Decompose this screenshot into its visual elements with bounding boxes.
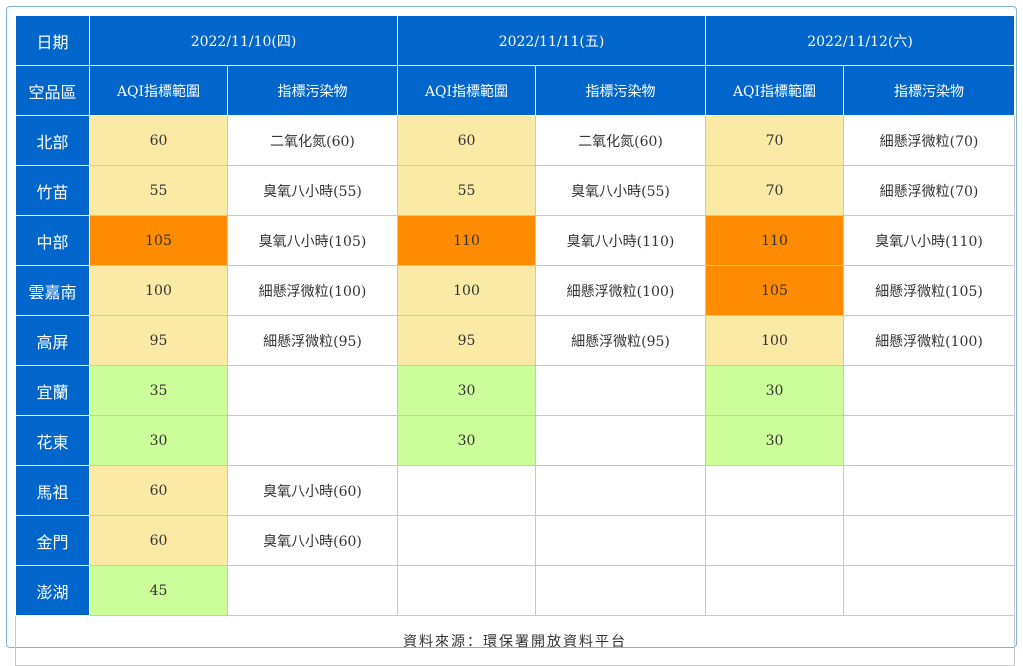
table-row: 竹苗 55 臭氧八小時(55) 55 臭氧八小時(55) 70 細懸浮微粒(70) (15, 165, 1015, 216)
aqi-value-cell: 30 (89, 415, 228, 466)
region-cell[interactable]: 花東 (15, 415, 90, 466)
pollutant-cell (535, 365, 706, 416)
table-row: 中部 105 臭氧八小時(105) 110 臭氧八小時(110) 110 臭氧八小時(110… (15, 215, 1015, 266)
aqi-value-cell: 95 (397, 315, 536, 366)
aqi-value-cell: 70 (705, 165, 844, 216)
pollutant-header: 指標污染物 (843, 65, 1015, 116)
pollutant-cell: 臭氧八小時(55) (227, 165, 398, 216)
pollutant-cell (843, 365, 1015, 416)
aqi-value-cell (397, 465, 536, 516)
data-source-note: 資料來源：環保署開放資料平台 (15, 615, 1015, 666)
aqi-value-cell: 30 (397, 365, 536, 416)
pollutant-cell: 細懸浮微粒(70) (843, 165, 1015, 216)
pollutant-cell: 細懸浮微粒(95) (535, 315, 706, 366)
pollutant-cell: 細懸浮微粒(100) (535, 265, 706, 316)
region-cell[interactable]: 宜蘭 (15, 365, 90, 416)
pollutant-header: 指標污染物 (535, 65, 706, 116)
region-cell[interactable]: 竹苗 (15, 165, 90, 216)
table-row: 花東 30 30 30 (15, 415, 1015, 466)
aqi-value-cell: 30 (397, 415, 536, 466)
date-header-row: 日期 2022/11/10(四) 2022/11/11(五) 2022/11/1… (15, 15, 1015, 66)
aqi-value-cell: 55 (89, 165, 228, 216)
aqi-value-cell: 60 (89, 115, 228, 166)
footer-row: 資料來源：環保署開放資料平台 (15, 615, 1015, 666)
region-cell[interactable]: 澎湖 (15, 565, 90, 616)
region-cell[interactable]: 雲嘉南 (15, 265, 90, 316)
pollutant-cell: 臭氧八小時(110) (843, 215, 1015, 266)
pollutant-cell: 臭氧八小時(60) (227, 515, 398, 566)
pollutant-cell (843, 515, 1015, 566)
pollutant-cell: 臭氧八小時(105) (227, 215, 398, 266)
region-cell[interactable]: 馬祖 (15, 465, 90, 516)
aqi-value-cell (397, 515, 536, 566)
date-header-day2: 2022/11/11(五) (397, 15, 706, 66)
aqi-value-cell: 105 (89, 215, 228, 266)
pollutant-cell (227, 415, 398, 466)
table-row: 金門 60 臭氧八小時(60) (15, 515, 1015, 566)
pollutant-cell (535, 565, 706, 616)
aqi-value-cell: 100 (89, 265, 228, 316)
aqi-value-cell: 70 (705, 115, 844, 166)
pollutant-cell: 臭氧八小時(55) (535, 165, 706, 216)
pollutant-cell (843, 465, 1015, 516)
date-header-day3: 2022/11/12(六) (705, 15, 1015, 66)
pollutant-cell: 臭氧八小時(60) (227, 465, 398, 516)
aqi-value-cell (397, 565, 536, 616)
pollutant-cell: 細懸浮微粒(70) (843, 115, 1015, 166)
aqi-value-cell: 35 (89, 365, 228, 416)
aqi-value-cell: 105 (705, 265, 844, 316)
pollutant-cell: 二氧化氮(60) (227, 115, 398, 166)
date-label: 日期 (15, 15, 90, 66)
pollutant-cell (535, 515, 706, 566)
pollutant-cell: 二氧化氮(60) (535, 115, 706, 166)
pollutant-cell: 臭氧八小時(110) (535, 215, 706, 266)
aqi-value-cell: 55 (397, 165, 536, 216)
aqi-value-cell: 95 (89, 315, 228, 366)
aqi-value-cell: 100 (705, 315, 844, 366)
aqi-value-cell: 110 (705, 215, 844, 266)
aqi-value-cell: 60 (397, 115, 536, 166)
table-row: 馬祖 60 臭氧八小時(60) (15, 465, 1015, 516)
pollutant-cell (843, 415, 1015, 466)
aqi-forecast-table: 日期 2022/11/10(四) 2022/11/11(五) 2022/11/1… (15, 15, 1015, 666)
region-cell[interactable]: 北部 (15, 115, 90, 166)
aqi-value-cell: 60 (89, 515, 228, 566)
aqi-range-header: AQI指標範圍 (89, 65, 228, 116)
aqi-forecast-panel: 日期 2022/11/10(四) 2022/11/11(五) 2022/11/1… (6, 6, 1017, 666)
pollutant-cell: 細懸浮微粒(100) (843, 315, 1015, 366)
aqi-range-header: AQI指標範圍 (705, 65, 844, 116)
pollutant-cell: 細懸浮微粒(95) (227, 315, 398, 366)
pollutant-cell (227, 565, 398, 616)
pollutant-header: 指標污染物 (227, 65, 398, 116)
pollutant-cell (535, 415, 706, 466)
aqi-value-cell: 110 (397, 215, 536, 266)
table-row: 澎湖 45 (15, 565, 1015, 616)
pollutant-cell: 細懸浮微粒(105) (843, 265, 1015, 316)
table-row: 高屏 95 細懸浮微粒(95) 95 細懸浮微粒(95) 100 細懸浮微粒(100) (15, 315, 1015, 366)
region-cell[interactable]: 金門 (15, 515, 90, 566)
region-label: 空品區 (15, 65, 90, 116)
aqi-value-cell: 45 (89, 565, 228, 616)
aqi-value-cell (705, 515, 844, 566)
region-cell[interactable]: 中部 (15, 215, 90, 266)
aqi-value-cell: 30 (705, 415, 844, 466)
region-cell[interactable]: 高屏 (15, 315, 90, 366)
aqi-value-cell: 100 (397, 265, 536, 316)
aqi-value-cell (705, 565, 844, 616)
column-header-row: 空品區 AQI指標範圍 指標污染物 AQI指標範圍 指標污染物 AQI指標範圍 … (15, 65, 1015, 116)
table-row: 雲嘉南 100 細懸浮微粒(100) 100 細懸浮微粒(100) 105 細懸浮微粒(10… (15, 265, 1015, 316)
table-row: 宜蘭 35 30 30 (15, 365, 1015, 416)
table-row: 北部 60 二氧化氮(60) 60 二氧化氮(60) 70 細懸浮微粒(70) (15, 115, 1015, 166)
pollutant-cell (843, 565, 1015, 616)
pollutant-cell: 細懸浮微粒(100) (227, 265, 398, 316)
pollutant-cell (535, 465, 706, 516)
aqi-range-header: AQI指標範圍 (397, 65, 536, 116)
aqi-value-cell: 30 (705, 365, 844, 416)
pollutant-cell (227, 365, 398, 416)
date-header-day1: 2022/11/10(四) (89, 15, 398, 66)
aqi-value-cell: 60 (89, 465, 228, 516)
aqi-value-cell (705, 465, 844, 516)
